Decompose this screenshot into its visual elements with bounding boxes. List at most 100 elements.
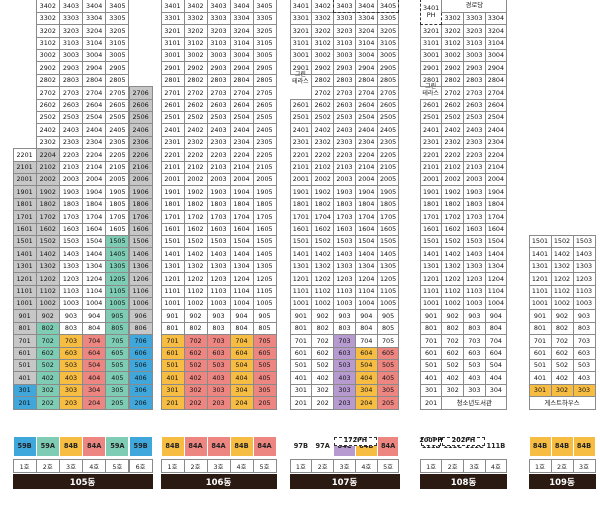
building-108-unit: 502 [441,359,464,373]
building-105-unit: 604 [82,346,107,360]
building-107-unit: 2102 [311,160,335,174]
building-105-unit: 1706 [128,210,153,224]
building-106-unit: 2901 [160,61,185,75]
building-106-unit: 601 [160,346,185,360]
building-107-ho-label: 1호 [289,459,313,473]
building-109-unit: 601 [528,346,552,360]
building-107-unit: 1301 [289,259,313,274]
building-106-unit: 2704 [229,86,254,100]
building-108-unit: 1201 [419,272,443,286]
building-108-unit: 1702 [441,210,464,224]
building-105-unit: 1206 [128,272,153,286]
building-105-unit: 1803 [58,197,84,212]
building-108-unit: 1704 [484,210,508,224]
building-108-unit: 2601 [419,98,443,112]
building-106-unit: 2304 [229,135,254,150]
building-105-unit: 1805 [105,197,130,212]
building-106-name-bar: 106동 [160,474,277,489]
building-105-type-5: 59A [106,436,129,456]
building-105-unit: 205 [105,396,130,410]
building-107-unit: 803 [333,321,356,336]
building-106-unit: 903 [206,309,231,323]
building-107-unit: 2803 [333,73,356,88]
building-107-name-bar: 107동 [289,474,400,489]
building-108-unit: 2002 [441,173,464,187]
building-105-unit: 1503 [58,235,84,249]
building-107-unit: 904 [354,309,378,323]
building-105-unit: 2903 [58,61,84,75]
building-105-unit: 2203 [58,148,84,162]
building-108-unit: 1703 [463,210,486,224]
building-107-unit: 2005 [376,173,400,187]
building-107-unit: 2302 [311,135,335,150]
building-107-unit: 1605 [376,222,400,236]
building-108-unit: 2202 [441,148,464,162]
building-105-unit: 1501 [12,235,37,249]
building-105-unit: 1101 [12,284,37,298]
building-108-unit: 2602 [441,98,464,112]
building-107-unit: 3103 [333,36,356,50]
building-106-unit: 2105 [252,160,277,174]
building-109-unit: 301 [528,383,552,398]
building-105-unit: 1601 [12,222,37,236]
building-107-unit: 2905 [376,61,400,75]
building-107-unit: 2804 [354,73,378,88]
building-105-unit: 603 [58,346,84,360]
building-106-unit: 301 [160,383,185,398]
building-106-unit: 2604 [229,98,254,112]
building-108-unit: 2201 [419,148,443,162]
building-108-unit: 2702 [441,86,464,100]
building-108-unit: 3204 [484,24,508,38]
building-107-unit: 705 [376,334,400,348]
building-106-unit: 2102 [183,160,208,174]
building-109-unit: 1002 [550,297,574,311]
building-107-unit: 2403 [333,123,356,137]
building-106-type-2: 84A [184,436,207,456]
building-106-unit: 801 [160,321,185,336]
building-106-unit: 1002 [183,297,208,311]
building-106-unit: 803 [206,321,231,336]
building-105-unit: 2103 [58,160,84,174]
building-107-unit: 3005 [376,49,400,63]
building-105-unit: 2705 [105,86,130,100]
building-106-unit: 1302 [183,259,208,274]
building-106-unit: 1305 [252,259,277,274]
building-108-unit: 601 [419,346,443,360]
building-105-unit: 1102 [35,284,60,298]
building-105-unit: 2802 [35,73,60,88]
building-107-unit: 2401 [289,123,313,137]
building-105-unit: 2002 [35,173,60,187]
building-105-unit: 2804 [82,73,107,88]
building-105-unit: 1005 [105,297,130,311]
building-108-terrace-note: 그린 테라스 [422,83,439,98]
building-105-unit: 2204 [82,148,107,162]
building-105-unit: 305 [105,383,130,398]
building-107-unit: 1004 [354,297,378,311]
building-109-unit: 1301 [528,259,552,274]
building-108-unit: 1304 [484,259,508,274]
building-105-unit: 2603 [58,98,84,112]
building-108-unit: 303 [463,383,486,398]
building-106-unit: 805 [252,321,277,336]
building-107-unit: 1803 [333,197,356,212]
building-105-name-bar: 105동 [12,474,153,489]
building-106-unit: 1904 [229,185,254,199]
building-106-unit: 2805 [252,73,277,88]
building-108-unit: 2804 [484,73,508,88]
building-107-unit: 2203 [333,148,356,162]
building-106-unit: 2601 [160,98,185,112]
building-106-unit: 1604 [229,222,254,236]
building-107-unit: 2703 [333,86,356,100]
building-106-unit: 2101 [160,160,185,174]
building-109-type-1: 84B [529,436,551,456]
building-105-unit: 602 [35,346,60,360]
building-107-unit: 1104 [354,284,378,298]
building-108-senior-center: 경로당 [441,0,508,13]
building-105-unit: 1703 [58,210,84,224]
building-108-unit: 804 [484,321,508,336]
building-107-type-2: 97A [312,436,334,456]
building-105-unit: 1202 [35,272,60,286]
building-109-unit: 801 [528,321,552,336]
building-108-unit: 1603 [463,222,486,236]
building-105-unit: 302 [35,383,60,398]
